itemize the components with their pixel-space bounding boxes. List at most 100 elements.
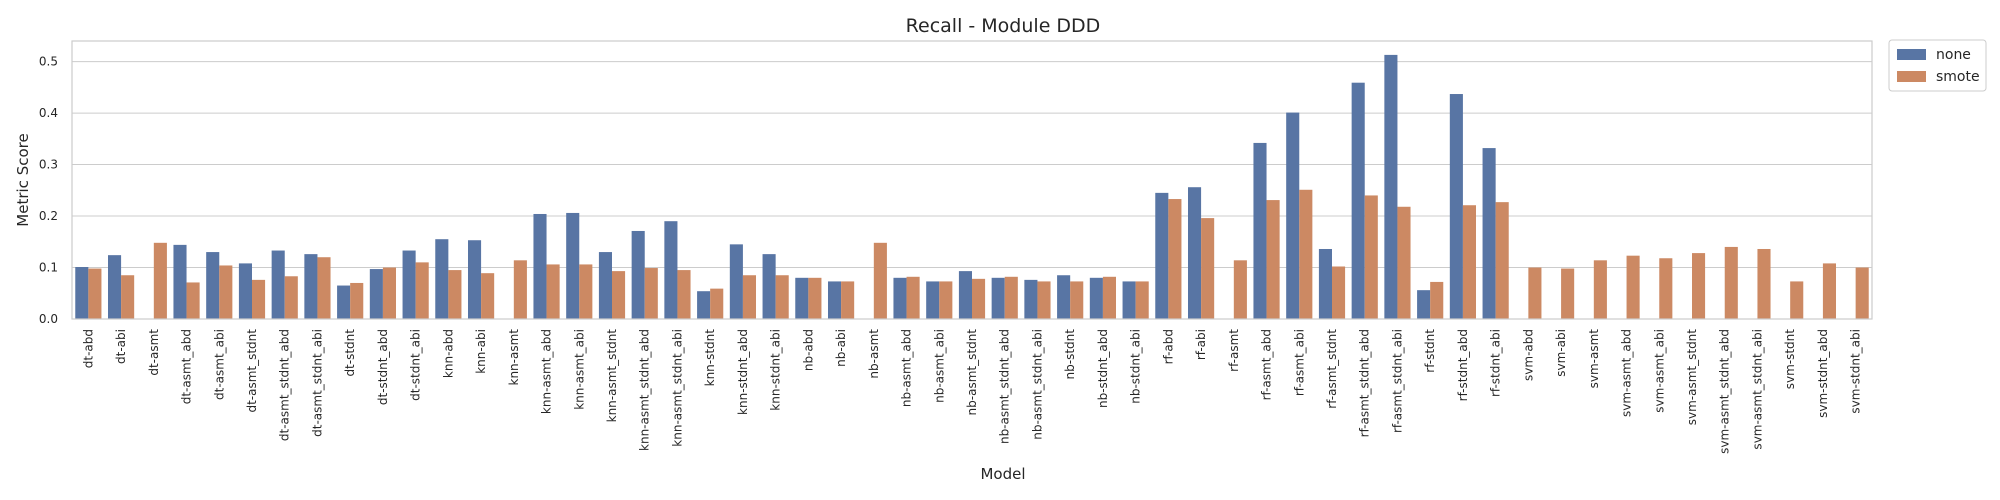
- bar-none-rf-stdnt: [1417, 290, 1431, 319]
- bar-smote-knn-stdnt_abd: [742, 275, 756, 319]
- x-tick-label: rf-asmt_stdnt_abd: [1358, 329, 1372, 437]
- bar-none-knn-stdnt_abd: [729, 244, 743, 319]
- legend[interactable]: none smote: [1888, 39, 1987, 92]
- bar-smote-rf-abd: [1168, 199, 1182, 319]
- x-tick-label: svm-asmt_abi: [1652, 329, 1666, 413]
- bar-none-knn-asmt_abi: [566, 212, 580, 319]
- y-tick-label: 0.1: [39, 261, 58, 275]
- bar-smote-nb-stdnt_abi: [1135, 281, 1149, 319]
- bar-smote-svm-asmt_stdnt_abi: [1757, 248, 1771, 319]
- x-tick-label: nb-asmt_stdnt: [965, 329, 979, 416]
- x-tick-label: nb-asmt_stdnt_abd: [998, 329, 1012, 444]
- x-tick-label: knn-asmt_abd: [540, 329, 554, 414]
- bar-none-nb-stdnt_abd: [1089, 277, 1103, 319]
- x-axis-ticks: dt-abd dt-abi dt-asmt dt-asmt_abd dt-asmt_ab…: [81, 329, 1862, 454]
- bar-smote-nb-abd: [808, 277, 822, 319]
- bar-none-nb-stdnt_abi: [1122, 281, 1136, 319]
- bar-none-rf-asmt_abd: [1253, 142, 1267, 319]
- x-tick-label: rf-asmt_stdnt: [1325, 329, 1339, 409]
- x-tick-label: rf-asmt_stdnt_abi: [1390, 329, 1404, 433]
- x-tick-label: svm-asmt_abd: [1620, 329, 1634, 417]
- bar-none-nb-abd: [795, 277, 809, 319]
- x-tick-label: knn-asmt: [507, 329, 521, 386]
- x-tick-label: svm-abi: [1554, 329, 1568, 377]
- bar-smote-dt-asmt_stdnt_abi: [317, 257, 331, 319]
- x-tick-label: knn-stdnt: [703, 329, 717, 387]
- bar-none-dt-asmt_stdnt_abd: [271, 250, 285, 319]
- bar-none-dt-stdnt_abi: [402, 250, 416, 319]
- bar-none-nb-asmt_abi: [926, 281, 940, 319]
- bar-smote-dt-stdnt_abd: [382, 267, 396, 319]
- bar-smote-rf-asmt: [1233, 260, 1247, 319]
- x-tick-label: svm-abd: [1521, 329, 1535, 381]
- bar-smote-rf-stdnt: [1430, 281, 1444, 319]
- x-tick-label: knn-abd: [441, 329, 455, 378]
- bar-smote-knn-asmt_stdnt_abd: [644, 268, 658, 319]
- bar-none-rf-asmt_stdnt: [1318, 248, 1332, 319]
- bar-none-dt-abi: [108, 255, 122, 319]
- bar-smote-knn-asmt_abd: [546, 264, 560, 319]
- bar-smote-dt-stdnt: [350, 282, 364, 319]
- x-tick-label: dt-stdnt_abi: [409, 329, 423, 401]
- bar-smote-svm-stdnt_abi: [1855, 267, 1869, 319]
- bar-none-dt-stdnt_abd: [369, 269, 383, 319]
- x-tick-label: nb-abd: [801, 329, 815, 371]
- bar-smote-dt-asmt_abd: [186, 282, 200, 319]
- bar-smote-svm-asmt_abi: [1659, 258, 1673, 319]
- x-tick-label: nb-stdnt_abd: [1096, 329, 1110, 408]
- x-tick-label: rf-asmt_abd: [1260, 329, 1274, 400]
- bar-none-rf-abd: [1155, 192, 1169, 319]
- bar-none-nb-stdnt: [1057, 275, 1071, 319]
- bar-smote-knn-abd: [448, 270, 462, 319]
- legend-label-none: none: [1936, 47, 1971, 63]
- bar-smote-dt-asmt: [153, 242, 167, 319]
- bars: [75, 54, 1869, 320]
- x-tick-label: svm-asmt_stdnt_abd: [1718, 329, 1732, 454]
- x-tick-label: dt-asmt_abi: [212, 329, 226, 400]
- bar-none-knn-stdnt_abi: [762, 254, 776, 319]
- legend-swatch-none: [1897, 49, 1926, 60]
- x-tick-label: rf-stdnt: [1423, 329, 1437, 373]
- x-tick-label: knn-asmt_stdnt_abi: [670, 329, 684, 447]
- bar-smote-knn-stdnt: [710, 288, 724, 319]
- bar-none-nb-asmt_abd: [893, 277, 907, 319]
- x-tick-label: svm-stdnt_abd: [1816, 329, 1830, 418]
- bar-none-dt-asmt_abd: [173, 244, 187, 319]
- x-tick-label: knn-stdnt_abi: [769, 329, 783, 411]
- x-tick-label: dt-stdnt: [343, 329, 357, 377]
- y-tick-label: 0.4: [39, 106, 58, 120]
- y-axis-ticks: 0.0 0.1 0.2 0.3 0.4 0.5: [39, 55, 58, 326]
- bar-smote-svm-stdnt: [1790, 281, 1804, 319]
- x-tick-label: nb-asmt_abd: [900, 329, 914, 407]
- bar-none-nb-asmt_stdnt: [958, 271, 972, 319]
- bar-smote-svm-asmt_abd: [1626, 255, 1640, 319]
- x-tick-label: rf-stdnt_abd: [1456, 329, 1470, 401]
- bar-smote-nb-stdnt_abd: [1102, 276, 1116, 319]
- legend-swatch-smote: [1897, 71, 1926, 82]
- bar-none-knn-asmt_stdnt_abi: [664, 221, 678, 319]
- x-tick-label: rf-stdnt_abi: [1489, 329, 1503, 397]
- bar-none-knn-abi: [468, 240, 482, 319]
- x-axis-label: Model: [980, 465, 1025, 483]
- x-tick-label: knn-asmt_stdnt_abd: [638, 329, 652, 451]
- bar-smote-nb-asmt_abd: [906, 276, 920, 319]
- x-tick-label: dt-asmt: [147, 329, 161, 376]
- bar-none-rf-asmt_stdnt_abi: [1384, 54, 1398, 320]
- bar-smote-svm-stdnt_abd: [1822, 263, 1836, 319]
- x-tick-label: svm-stdnt: [1783, 329, 1797, 390]
- legend-label-smote: smote: [1936, 69, 1980, 85]
- x-tick-label: nb-asmt_stdnt_abi: [1030, 329, 1044, 440]
- bar-smote-rf-abi: [1201, 218, 1215, 319]
- bar-none-knn-asmt_abd: [533, 213, 547, 319]
- bar-smote-knn-stdnt_abi: [775, 275, 789, 319]
- x-tick-label: svm-asmt_stdnt: [1685, 329, 1699, 426]
- bar-none-rf-stdnt_abi: [1482, 148, 1496, 319]
- y-tick-label: 0.0: [39, 312, 58, 326]
- bar-smote-nb-asmt_abi: [939, 281, 953, 319]
- x-tick-label: knn-asmt_abi: [572, 329, 586, 410]
- bar-smote-rf-asmt_stdnt_abi: [1397, 206, 1411, 319]
- bar-smote-svm-abd: [1528, 267, 1542, 319]
- x-tick-label: nb-abi: [834, 329, 848, 367]
- bar-smote-svm-asmt: [1593, 260, 1607, 319]
